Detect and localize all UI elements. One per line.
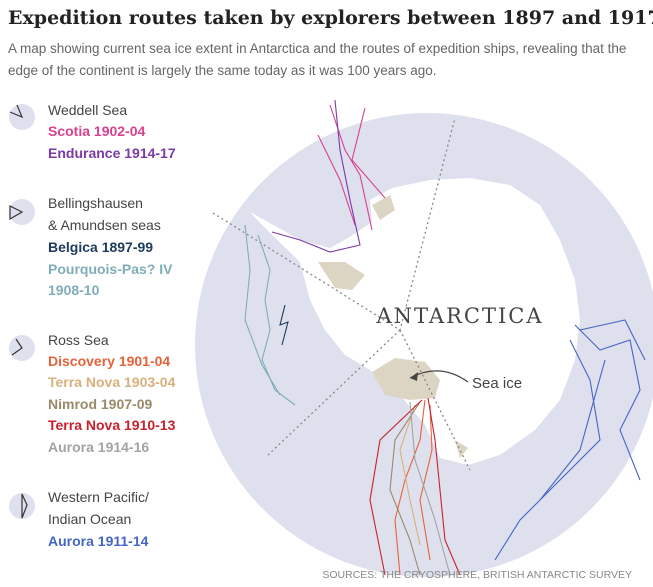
route (257, 234, 296, 406)
expedition: Terra Nova 1903-04 (48, 374, 176, 390)
expedition: Belgica 1897-99 (48, 239, 153, 255)
expedition: Discovery 1901-04 (48, 353, 170, 369)
region-name: Indian Ocean (48, 511, 131, 527)
expedition: Aurora 1911-14 (48, 533, 149, 549)
expedition: Nimrod 1907-09 (48, 396, 152, 412)
title: Expedition routes taken by explorers bet… (8, 7, 653, 29)
route (369, 397, 461, 576)
region-name: & Amundsen seas (48, 217, 161, 233)
region-name: Weddell Sea (48, 102, 127, 118)
route (389, 401, 421, 576)
expedition: 1908-10 (48, 282, 100, 298)
route (399, 404, 421, 546)
expedition: Endurance 1914-17 (48, 145, 176, 161)
route (271, 99, 361, 253)
sector-line (212, 117, 471, 471)
route (409, 401, 451, 576)
route (279, 304, 289, 346)
route (494, 319, 646, 561)
arrow-head (410, 372, 418, 381)
sea-ice-label: Sea ice (472, 375, 522, 392)
expedition: Aurora 1914-16 (48, 439, 149, 455)
sea-ice (372, 358, 440, 400)
subtitle: A map showing current sea ice extent in … (8, 41, 626, 56)
expedition: Pourquois-Pas? IV (48, 261, 173, 277)
route (244, 224, 281, 396)
region-name: Western Pacific/ (48, 489, 149, 505)
region-name: Ross Sea (48, 332, 109, 348)
legend-icon (9, 104, 35, 519)
route (394, 399, 433, 576)
expedition: Scotia 1902-04 (48, 123, 145, 139)
legend: Weddell Sea Scotia 1902-04 Endurance 191… (9, 102, 176, 549)
map: ANTARCTICA Sea ice (195, 99, 653, 577)
continent-label: ANTARCTICA (376, 304, 544, 328)
routes (244, 99, 646, 576)
expedition: Terra Nova 1910-13 (48, 417, 176, 433)
source: SOURCES: THE CRYOSPHERE, BRITISH ANTARCT… (322, 569, 632, 581)
subtitle: edge of the continent is largely the sam… (8, 63, 437, 78)
continent (250, 178, 580, 465)
region-name: Bellingshausen (48, 195, 143, 211)
